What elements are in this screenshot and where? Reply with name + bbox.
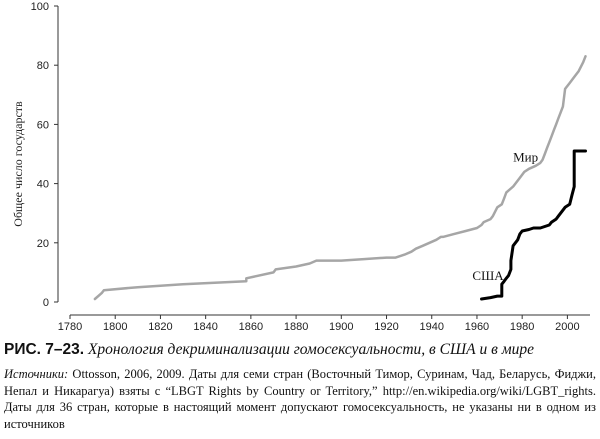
chart-axes — [57, 6, 590, 316]
y-ticks: 0 20 40 60 80 100 — [31, 1, 58, 309]
x-tick-label: 1840 — [193, 321, 217, 333]
x-tick-label: 1940 — [419, 321, 443, 333]
y-axis-label: Общее число государств — [11, 101, 25, 227]
y-tick-label: 80 — [37, 60, 49, 72]
x-tick-label: 1820 — [148, 321, 172, 333]
x-tick-label: 1980 — [510, 321, 534, 333]
series-line-world — [93, 55, 587, 301]
series-label-usa: США — [472, 268, 504, 283]
x-tick-label: 1960 — [465, 321, 489, 333]
figure-number: РИС. 7–23. — [4, 341, 85, 358]
series-group — [93, 55, 587, 301]
x-tick-label: 1800 — [103, 321, 127, 333]
x-tick-label: 1880 — [284, 321, 308, 333]
series-line-usa — [480, 149, 587, 301]
y-tick-label: 0 — [43, 297, 49, 309]
y-tick-label: 40 — [37, 179, 49, 191]
x-tick-label: 2000 — [555, 321, 579, 333]
series-label-world: Мир — [513, 149, 538, 164]
figure-title-line: РИС. 7–23. Хронология декриминализации г… — [4, 340, 596, 360]
x-tick-label: 1900 — [329, 321, 353, 333]
sources-text: Ottosson, 2006, 2009. Даты для семи стра… — [4, 367, 596, 431]
figure-title: Хронология декриминализации гомосексуаль… — [87, 341, 534, 358]
figure-sources: Источники: Ottosson, 2006, 2009. Даты дл… — [4, 366, 596, 432]
y-tick-label: 60 — [37, 119, 49, 131]
x-tick-label: 1860 — [239, 321, 263, 333]
chart: 1780 1800 1820 1840 1860 1880 1900 1920 1940 1960… — [11, 1, 590, 333]
figure-caption: РИС. 7–23. Хронология декриминализации г… — [4, 340, 596, 432]
sources-label: Источники: — [4, 367, 69, 381]
x-tick-label: 1920 — [374, 321, 398, 333]
y-tick-label: 100 — [31, 1, 49, 13]
y-tick-label: 20 — [37, 238, 49, 250]
x-ticks: 1780 1800 1820 1840 1860 1880 1900 1920 1940 1960… — [58, 315, 580, 333]
x-tick-label: 1780 — [58, 321, 82, 333]
